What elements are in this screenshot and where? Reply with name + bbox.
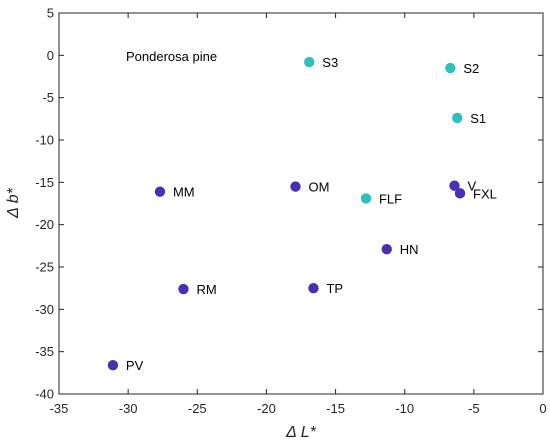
y-tick-label: -5 <box>42 90 54 105</box>
x-tick-label: -10 <box>395 401 414 416</box>
point-label-rm: RM <box>196 282 216 297</box>
point-label-hn: HN <box>400 242 419 257</box>
point-label-s3: S3 <box>322 55 338 70</box>
data-point-mm <box>154 186 166 197</box>
point-label-mm: MM <box>173 185 195 200</box>
data-point-v <box>449 180 460 191</box>
x-tick-label: 0 <box>539 401 546 416</box>
point-label-flf: FLF <box>379 191 402 206</box>
data-point-flf <box>360 193 372 204</box>
ticks-layer: -35 -30 -25 -20 -15 -10 -5 0 5 0 -5 -10 -15 -20 -25 -30… <box>35 6 546 417</box>
x-tick-label: -25 <box>188 401 207 416</box>
x-tick-label: -5 <box>468 401 480 416</box>
y-axis-label: Δ b* <box>5 187 22 218</box>
y-tick-label: -15 <box>35 175 54 190</box>
point-label-pv: PV <box>126 358 144 373</box>
data-point-rm <box>178 283 189 295</box>
point-label-tp: TP <box>326 281 343 296</box>
x-tick-label: -30 <box>119 401 138 416</box>
y-tick-label: -10 <box>35 133 54 148</box>
data-point-s1 <box>452 112 463 124</box>
data-point-s3 <box>304 56 315 68</box>
point-label-fxl: FXL <box>473 186 497 201</box>
y-tick-label: -20 <box>35 217 54 232</box>
point-label-v: V <box>467 179 476 194</box>
x-tick-label: -15 <box>326 401 345 416</box>
data-point-s2 <box>445 62 456 74</box>
plot-area <box>58 12 544 395</box>
y-tick-label: -40 <box>35 387 54 402</box>
data-point-hn <box>381 244 392 255</box>
point-label-s2: S2 <box>463 61 479 76</box>
point-label-om: OM <box>308 180 329 195</box>
y-tick-label: -30 <box>35 302 54 317</box>
data-point-om <box>290 181 301 192</box>
x-tick-label: -20 <box>257 401 276 416</box>
y-tick-label: 5 <box>47 6 54 21</box>
data-point-pv <box>107 360 119 371</box>
points-layer <box>107 56 466 371</box>
x-axis-label: Δ L* <box>285 424 316 441</box>
point-label-s1: S1 <box>470 111 486 126</box>
plot-annotation: Ponderosa pine <box>126 49 217 64</box>
y-tick-label: -35 <box>35 344 54 359</box>
data-point-fxl <box>454 188 466 199</box>
data-point-tp <box>308 282 319 294</box>
y-tick-label: -25 <box>35 260 54 275</box>
y-tick-label: 0 <box>47 48 54 63</box>
x-tick-label: -35 <box>50 401 69 416</box>
